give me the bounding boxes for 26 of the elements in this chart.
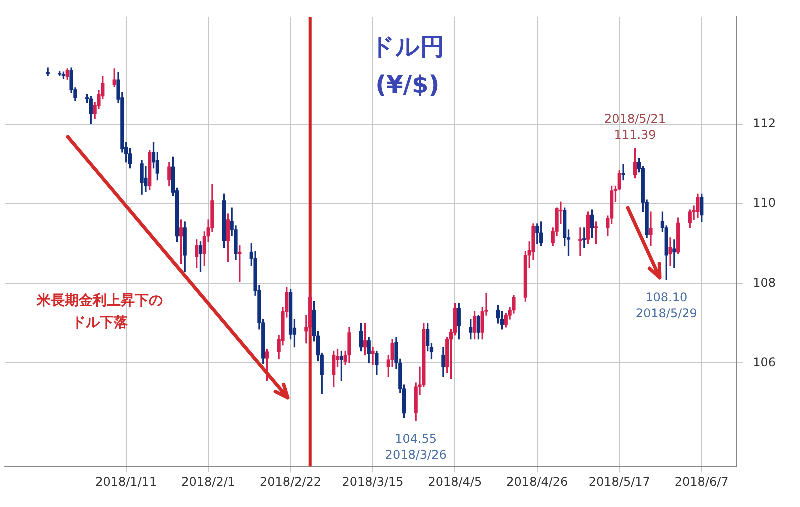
x-tick-label: 2018/5/17 [588, 474, 650, 489]
y-tick-label: 108 [753, 276, 776, 290]
candlestick [371, 346, 375, 366]
x-tick-label: 2018/3/15 [342, 474, 404, 489]
candlestick [46, 68, 50, 76]
candlestick [622, 164, 626, 181]
y-tick-label: 110 [753, 196, 776, 210]
x-tick-label: 2018/6/7 [674, 474, 729, 489]
annotation: 104.55 2018/3/26 [385, 432, 447, 462]
y-tick-label: 106 [753, 355, 776, 370]
text: (¥/$) [376, 71, 440, 100]
candlestick [649, 212, 653, 246]
annotation: 2018/5/21 111.39 [604, 112, 666, 142]
annotation: 米長期金利上昇下の [36, 292, 164, 309]
y-tick-label: 112 [753, 116, 776, 131]
annotation: 108.10 2018/5/29 [636, 290, 698, 321]
x-tick-label: 2018/1/11 [96, 474, 158, 489]
x-tick-label: 2018/4/26 [506, 474, 568, 489]
candlestick [672, 240, 676, 268]
x-tick-label: 2018/2/22 [260, 474, 322, 489]
text: ドル円 [370, 33, 445, 62]
annotation: ドル下落 [72, 314, 130, 331]
x-tick-label: 2018/4/5 [428, 474, 482, 489]
x-tick-label: 2018/2/1 [182, 474, 236, 489]
candlestick [668, 238, 672, 266]
candlestick [578, 228, 582, 256]
